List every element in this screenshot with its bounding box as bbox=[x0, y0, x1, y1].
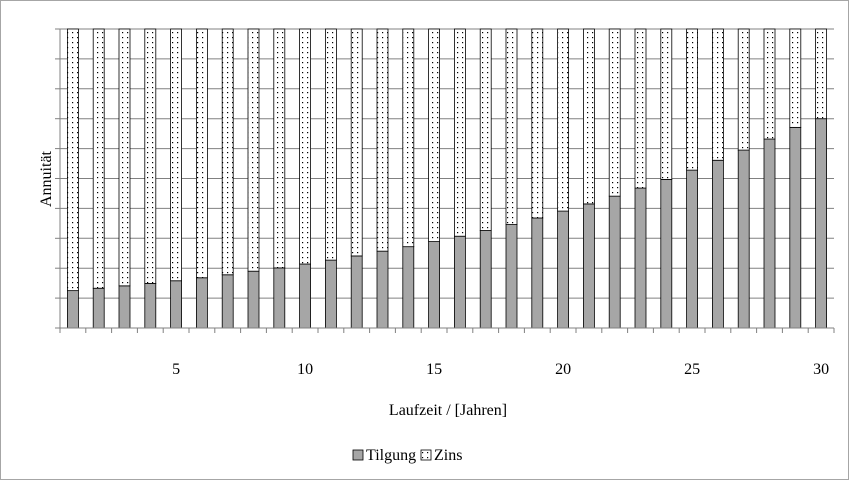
bar-zins-26 bbox=[712, 28, 724, 161]
gridlines bbox=[60, 28, 834, 299]
bars bbox=[67, 28, 827, 329]
bar-zins-21 bbox=[583, 28, 595, 205]
x-tick-labels: 5 10 15 20 25 30 bbox=[172, 361, 829, 378]
bar-tilgung-21 bbox=[583, 203, 595, 329]
bar-zins-16 bbox=[453, 28, 466, 237]
bar-tilgung-25 bbox=[686, 169, 698, 329]
bar-tilgung-1 bbox=[67, 290, 79, 329]
bar-zins-24 bbox=[660, 28, 673, 180]
bar-tilgung-23 bbox=[634, 187, 647, 329]
x-tick-label: 10 bbox=[297, 361, 313, 378]
bar-zins-14 bbox=[402, 28, 415, 248]
bar-zins-30 bbox=[815, 28, 827, 120]
bar-zins-18 bbox=[505, 28, 518, 225]
bar-tilgung-18 bbox=[505, 224, 518, 329]
bar-tilgung-12 bbox=[350, 255, 363, 329]
x-tick-label: 5 bbox=[172, 361, 180, 378]
bar-zins-6 bbox=[195, 28, 208, 279]
bar-zins-22 bbox=[608, 28, 621, 197]
bar-zins-1 bbox=[67, 28, 79, 292]
x-tick-label: 20 bbox=[555, 361, 571, 378]
bar-zins-19 bbox=[531, 28, 544, 219]
bar-tilgung-17 bbox=[479, 230, 492, 329]
legend: Tilgung Zins bbox=[352, 447, 462, 464]
bar-zins-23 bbox=[634, 28, 647, 189]
bar-tilgung-6 bbox=[195, 277, 208, 329]
bar-tilgung-10 bbox=[299, 263, 312, 329]
bar-zins-29 bbox=[789, 28, 802, 128]
bar-zins-13 bbox=[376, 28, 389, 252]
bar-zins-20 bbox=[557, 28, 569, 212]
bar-tilgung-28 bbox=[763, 138, 776, 329]
bar-tilgung-2 bbox=[92, 287, 105, 329]
bar-zins-2 bbox=[92, 28, 105, 289]
bar-zins-7 bbox=[221, 28, 234, 276]
axes bbox=[55, 28, 835, 333]
bar-zins-10 bbox=[299, 28, 312, 265]
bar-tilgung-29 bbox=[789, 126, 802, 329]
bar-zins-28 bbox=[763, 28, 776, 140]
bar-tilgung-26 bbox=[712, 159, 724, 329]
y-axis-title: Annuität bbox=[38, 150, 55, 207]
bar-zins-12 bbox=[350, 28, 363, 257]
bar-tilgung-8 bbox=[247, 270, 260, 329]
bar-tilgung-3 bbox=[118, 285, 131, 329]
bar-tilgung-15 bbox=[428, 241, 441, 329]
x-axis-title: Laufzeit / [Jahren] bbox=[389, 402, 507, 419]
bar-zins-5 bbox=[170, 28, 183, 282]
bar-zins-17 bbox=[479, 28, 492, 231]
bar-zins-11 bbox=[324, 28, 337, 261]
bar-tilgung-9 bbox=[273, 267, 286, 329]
bar-tilgung-19 bbox=[531, 217, 544, 329]
legend-swatch-zins bbox=[420, 449, 432, 461]
bar-tilgung-7 bbox=[221, 274, 234, 329]
bar-zins-8 bbox=[247, 28, 260, 272]
bar-tilgung-16 bbox=[453, 235, 466, 329]
bar-tilgung-11 bbox=[324, 259, 337, 329]
bar-tilgung-30 bbox=[815, 118, 827, 329]
bar-tilgung-20 bbox=[557, 210, 569, 329]
bar-zins-15 bbox=[428, 28, 441, 242]
legend-label-zins: Zins bbox=[434, 447, 462, 464]
bar-tilgung-4 bbox=[144, 283, 157, 329]
bar-zins-25 bbox=[686, 28, 698, 171]
bar-tilgung-5 bbox=[170, 280, 183, 329]
x-tick-label: 15 bbox=[426, 361, 442, 378]
x-tick-label: 30 bbox=[813, 361, 829, 378]
bar-zins-27 bbox=[737, 28, 750, 151]
bar-tilgung-13 bbox=[376, 250, 389, 329]
bar-zins-9 bbox=[273, 28, 286, 269]
bar-tilgung-22 bbox=[608, 195, 621, 329]
legend-swatch-tilgung bbox=[352, 449, 364, 461]
legend-label-tilgung: Tilgung bbox=[366, 447, 416, 464]
x-tick-label: 25 bbox=[684, 361, 700, 378]
bar-zins-4 bbox=[144, 28, 157, 284]
bar-tilgung-14 bbox=[402, 246, 415, 329]
bar-tilgung-24 bbox=[660, 178, 673, 329]
bar-tilgung-27 bbox=[737, 149, 750, 329]
bar-zins-3 bbox=[118, 28, 131, 287]
